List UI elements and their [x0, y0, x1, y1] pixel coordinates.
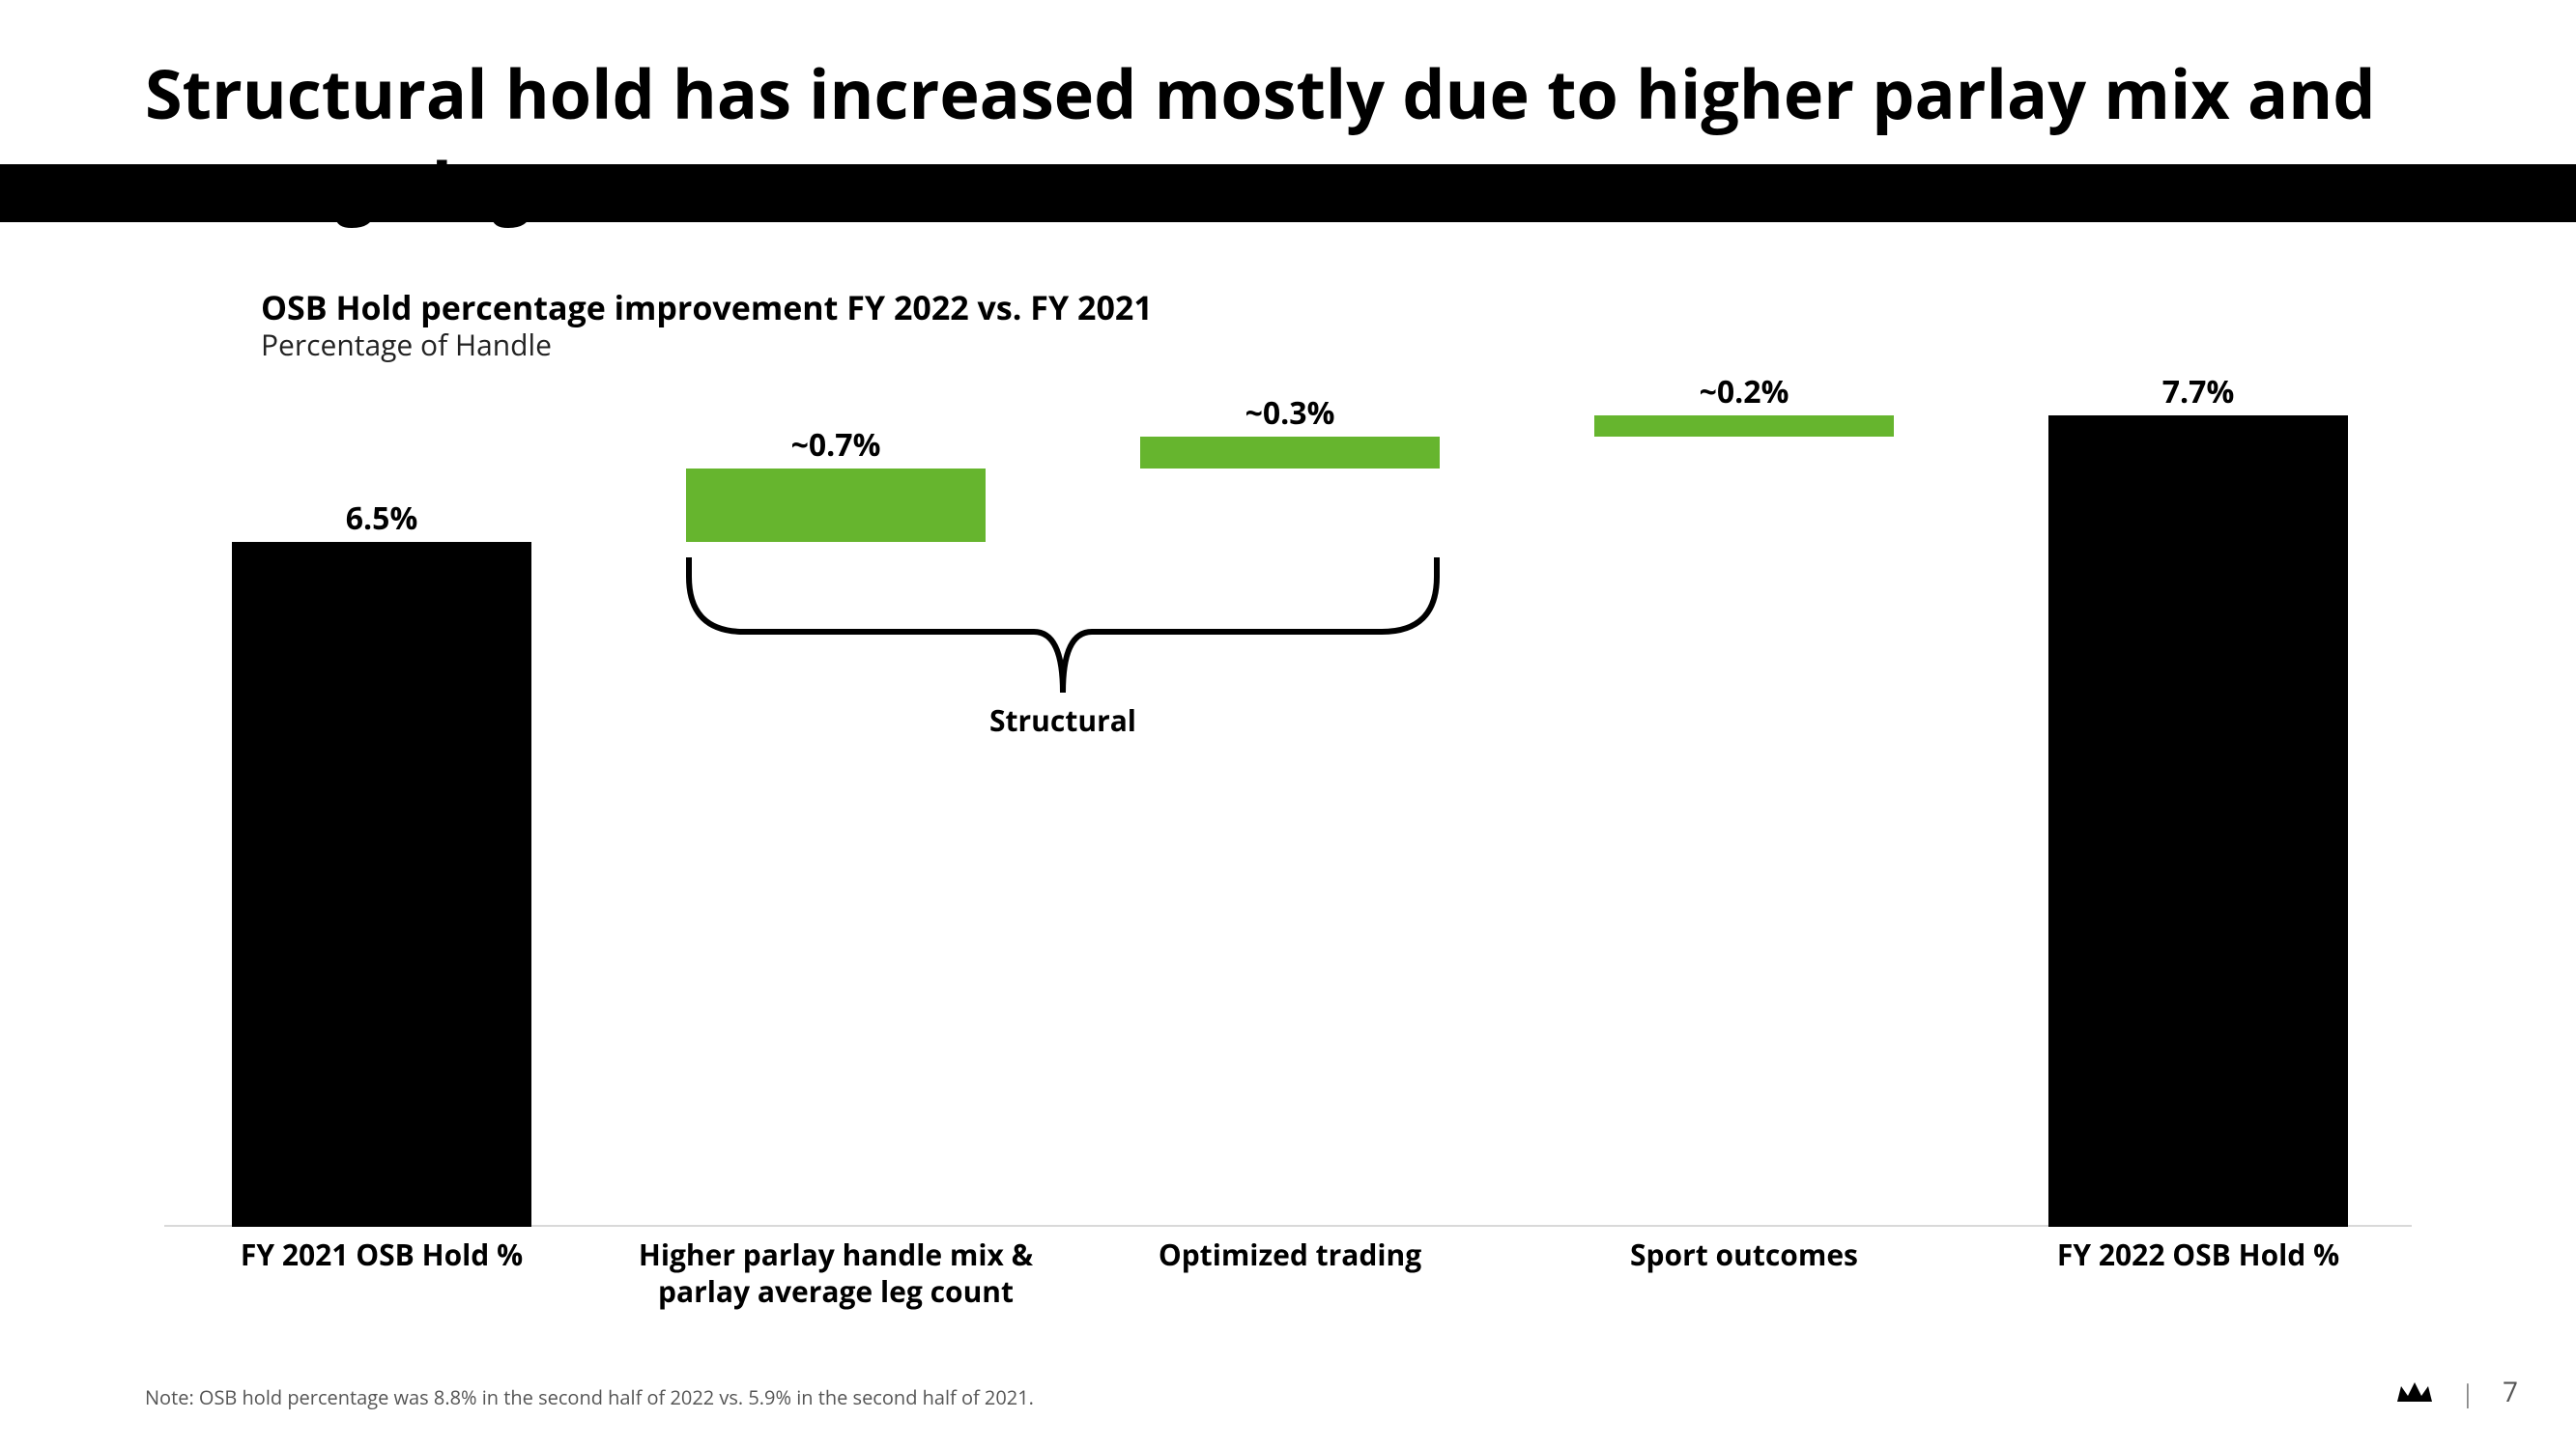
chart-subtitle: Percentage of Handle	[261, 325, 552, 364]
page-number: 7	[2503, 1374, 2518, 1410]
bar-label-start: 6.5%	[232, 497, 531, 539]
category-label-start: FY 2021 OSB Hold %	[164, 1236, 599, 1273]
waterfall-chart: 6.5%FY 2021 OSB Hold %~0.7%Higher parlay…	[164, 415, 2412, 1227]
chart-title: OSB Hold percentage improvement FY 2022 …	[261, 285, 1153, 329]
footnote: Note: OSB hold percentage was 8.8% in th…	[145, 1384, 1034, 1410]
bar-end: 7.7%	[2048, 415, 2348, 1227]
bar-label-sport: ~0.2%	[1594, 371, 1894, 412]
category-label-parlay: Higher parlay handle mix & parlay averag…	[618, 1236, 1053, 1309]
category-label-trade: Optimized trading	[1073, 1236, 1507, 1273]
crown-logo-icon	[2393, 1378, 2436, 1412]
structural-bracket	[686, 557, 1440, 693]
bracket-label: Structural	[686, 700, 1440, 740]
slide: Structural hold has increased mostly due…	[0, 0, 2576, 1449]
page-separator: |	[2461, 1376, 2475, 1410]
bar-parlay: ~0.7%	[686, 469, 986, 542]
bar-label-end: 7.7%	[2048, 371, 2348, 412]
bar-label-trade: ~0.3%	[1140, 392, 1440, 434]
divider-bar	[0, 164, 2576, 222]
category-label-sport: Sport outcomes	[1527, 1236, 1961, 1273]
category-label-end: FY 2022 OSB Hold %	[1981, 1236, 2416, 1273]
bar-trade: ~0.3%	[1140, 437, 1440, 469]
bar-label-parlay: ~0.7%	[686, 424, 986, 466]
bar-sport: ~0.2%	[1594, 415, 1894, 437]
bar-start: 6.5%	[232, 542, 531, 1227]
